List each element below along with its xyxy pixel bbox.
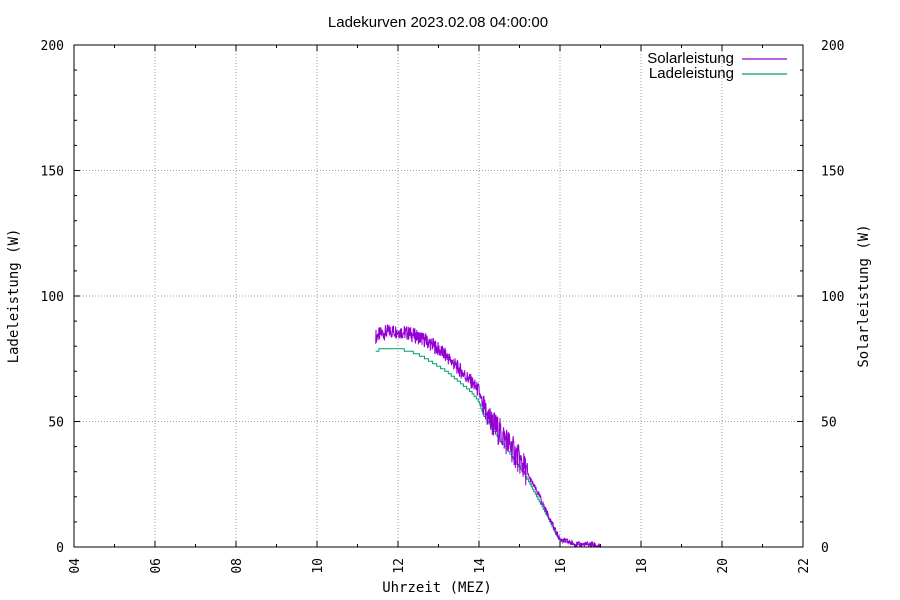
legend-label-solarleistung: Solarleistung: [647, 50, 734, 67]
x-tick-label: 20: [716, 558, 731, 574]
ticks: 04 06 08 10 12 14 16 18 20 22 0 0 50 50 100 100 150 150 20…: [41, 39, 845, 574]
y-tick-label-right: 100: [821, 290, 844, 305]
x-tick-label: 22: [797, 558, 812, 574]
y-tick-label-right: 50: [821, 416, 837, 431]
legend-label-ladeleistung: Ladeleistung: [649, 65, 734, 82]
y-tick-label-left: 150: [41, 165, 64, 180]
legend: Solarleistung Ladeleistung: [647, 50, 787, 82]
y-tick-label-right: 0: [821, 541, 829, 556]
y-axis-label-left: Ladeleistung (W): [6, 229, 22, 364]
y-tick-label-right: 150: [821, 165, 844, 180]
x-tick-label: 18: [635, 558, 650, 574]
x-axis-label: Uhrzeit (MEZ): [382, 580, 492, 596]
series-layer: [375, 324, 601, 549]
y-tick-label-left: 0: [56, 541, 64, 556]
x-tick-label: 10: [311, 558, 326, 574]
y-tick-label-left: 50: [48, 416, 64, 431]
x-tick-label: 12: [392, 558, 407, 574]
x-tick-label: 14: [473, 558, 488, 574]
x-tick-label: 04: [68, 558, 83, 574]
y-tick-label-right: 200: [821, 39, 844, 54]
x-tick-label: 08: [230, 558, 245, 574]
series-line-solarleistung: [375, 324, 601, 549]
chart-title: Ladekurven 2023.02.08 04:00:00: [328, 14, 548, 31]
y-tick-label-left: 200: [41, 39, 64, 54]
x-tick-label: 06: [149, 558, 164, 574]
x-tick-label: 16: [554, 558, 569, 574]
y-tick-label-left: 100: [41, 290, 64, 305]
y-axis-label-right: Solarleistung (W): [856, 224, 872, 367]
